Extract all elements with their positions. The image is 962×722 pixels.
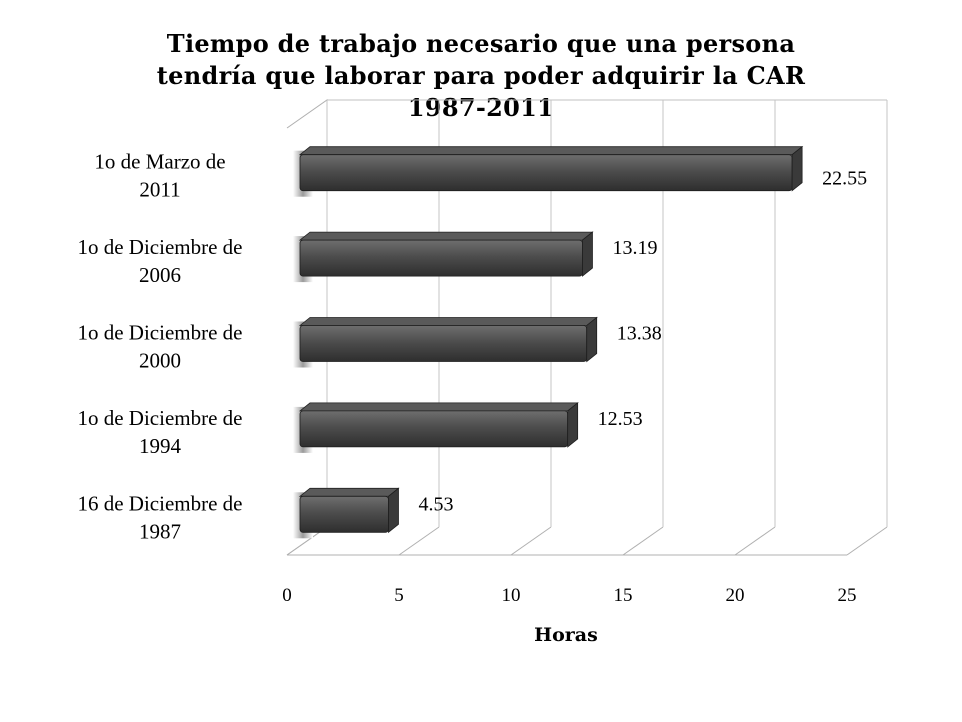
- labels: 0 5 10 15 20 25 22.55 1o de Marzo de 2011 13.19 1o…: [77, 150, 867, 646]
- y-category-label: 16 de Diciembre de 1987: [77, 491, 242, 543]
- bar-end-cap: [388, 487, 399, 534]
- y-category-label-line: 1o de Marzo de: [94, 150, 225, 174]
- x-tick-label: 20: [726, 585, 745, 606]
- y-category-label-line: 2006: [139, 263, 181, 287]
- y-category-label: 1o de Diciembre de 1994: [77, 406, 242, 458]
- bar-end-cap: [582, 231, 593, 277]
- floor-gridline: [398, 526, 440, 556]
- x-axis-title: Horas: [534, 624, 598, 646]
- bar: [299, 154, 793, 192]
- y-category-label-line: 2011: [139, 178, 180, 202]
- bar-top-face: [298, 487, 400, 497]
- floor-gridline: [510, 526, 552, 556]
- data-label: 4.53: [418, 493, 453, 515]
- y-category-label-line: 1o de Diciembre de: [77, 321, 242, 345]
- floor-gridline: [846, 526, 888, 556]
- floor-gridline: [622, 526, 664, 556]
- y-category-label-line: 1987: [139, 519, 181, 543]
- y-category-label: 1o de Diciembre de 2000: [77, 321, 242, 373]
- data-label: 22.55: [822, 168, 867, 190]
- bar: [299, 325, 588, 362]
- y-category-label: 1o de Diciembre de 2006: [77, 235, 242, 287]
- bar-end-cap: [567, 402, 579, 448]
- y-category-label: 1o de Marzo de 2011: [94, 150, 225, 202]
- bars: [293, 145, 804, 539]
- bar-end-cap: [586, 316, 598, 363]
- chart-title-line-1: Tiempo de trabajo necesario que una pers…: [166, 29, 796, 58]
- bar-top-face: [298, 146, 804, 156]
- bar: [299, 410, 569, 448]
- chart-title-line-3: 1987-2011: [407, 93, 555, 122]
- data-label: 13.19: [612, 237, 657, 259]
- bar: [299, 239, 583, 277]
- bar-end-cap: [791, 145, 803, 192]
- bar: [299, 495, 389, 533]
- floor-gridline: [734, 526, 776, 556]
- chart-title: Tiempo de trabajo necesario que una pers…: [0, 28, 962, 124]
- y-category-label-line: 1o de Diciembre de: [77, 406, 242, 430]
- data-label: 13.38: [617, 323, 662, 345]
- y-category-label-line: 2000: [139, 349, 181, 373]
- x-tick-label: 10: [502, 585, 521, 606]
- bar-top-face: [298, 317, 598, 326]
- x-tick-label: 5: [394, 585, 404, 606]
- y-category-label-line: 16 de Diciembre de: [77, 491, 242, 515]
- x-tick-label: 25: [838, 585, 857, 606]
- y-category-label-line: 1o de Diciembre de: [77, 235, 242, 259]
- y-category-label-line: 1994: [139, 434, 182, 458]
- bar-top-face: [298, 402, 579, 412]
- chart-title-line-2: tendría que laborar para poder adquirir …: [156, 61, 806, 90]
- data-label: 12.53: [598, 408, 643, 430]
- x-tick-label: 15: [614, 585, 633, 606]
- x-tick-label: 0: [282, 585, 292, 606]
- bar-top-face: [298, 231, 594, 241]
